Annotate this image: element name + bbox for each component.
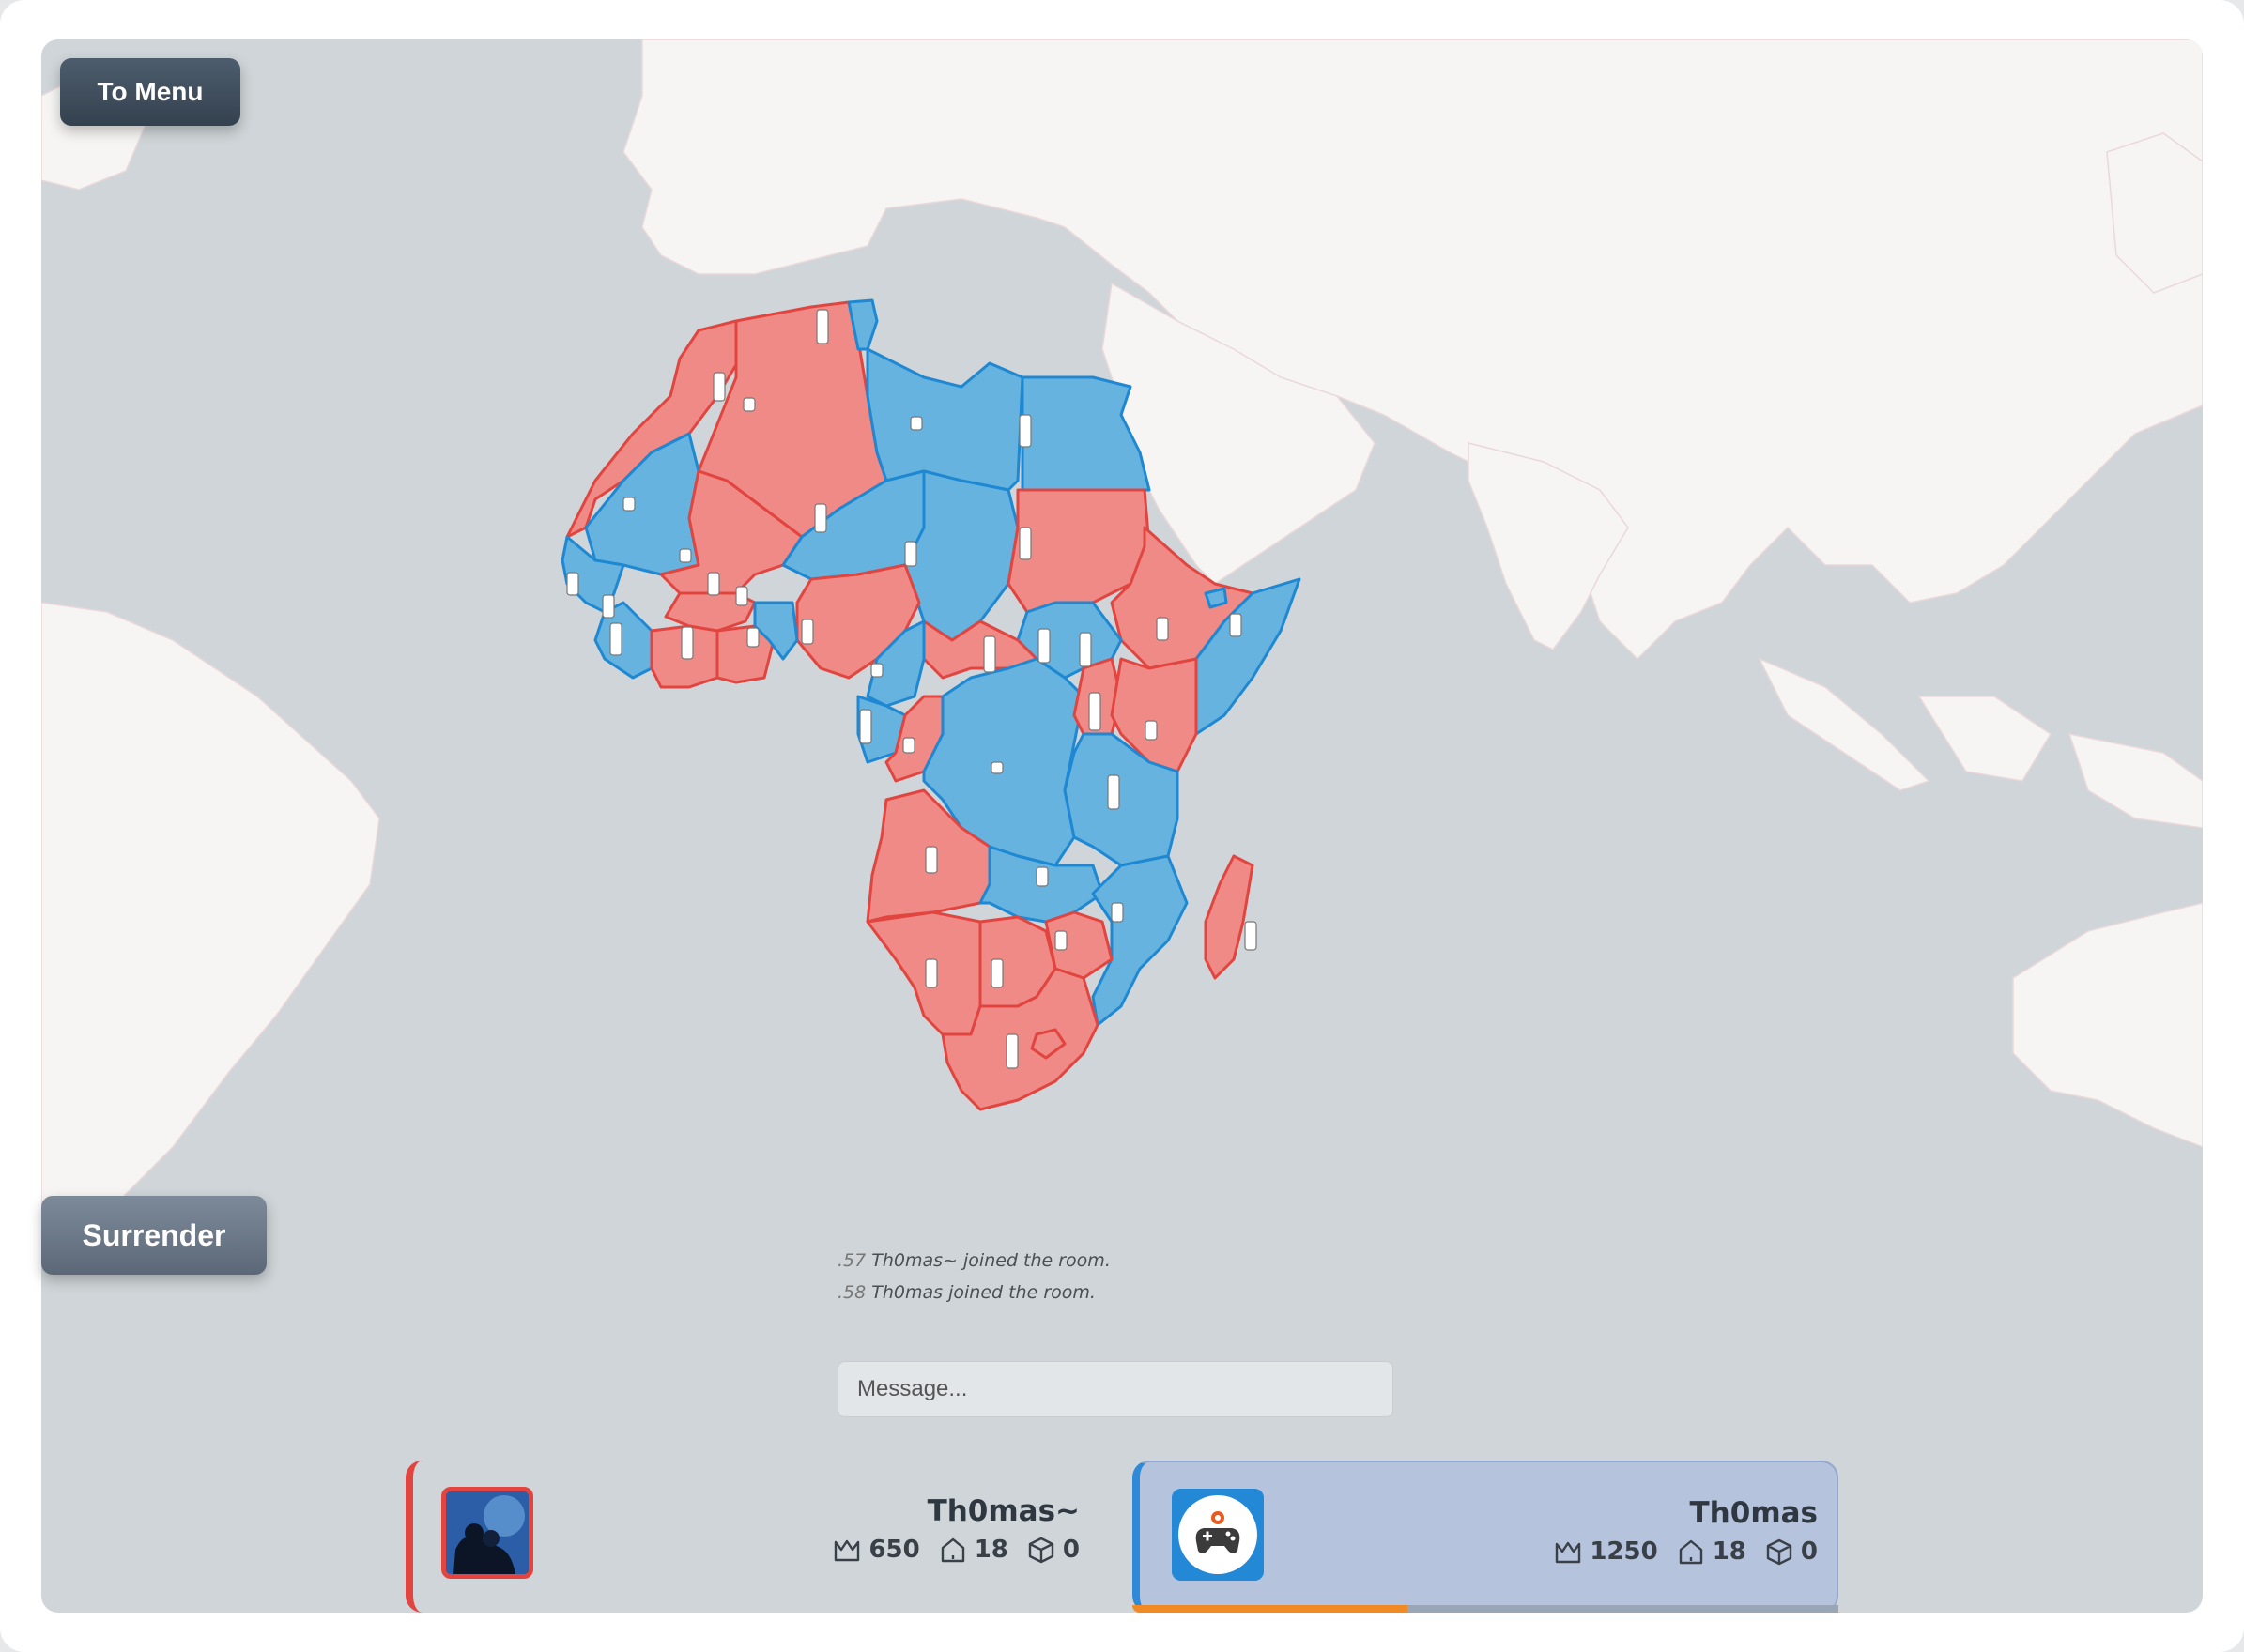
message-input[interactable] — [838, 1361, 1393, 1417]
territories-stat: 18 — [939, 1536, 1008, 1564]
crown-icon — [1556, 1541, 1581, 1564]
dice-value: 0 — [1062, 1536, 1080, 1564]
photo-avatar-icon — [446, 1491, 529, 1574]
house-icon — [1679, 1539, 1702, 1565]
to-menu-button[interactable]: To Menu — [60, 58, 240, 126]
turn-progress-fill — [1132, 1605, 1408, 1613]
player-name: Th0mas~ — [927, 1494, 1080, 1528]
chat-text: Th0mas joined the room. — [871, 1282, 1096, 1303]
cube-icon — [1028, 1537, 1054, 1564]
dice-markers — [566, 309, 1257, 1069]
africa-territories[interactable] — [561, 298, 1301, 1111]
crown-icon — [835, 1539, 860, 1562]
crowns-value: 650 — [868, 1536, 920, 1564]
map-svg — [41, 39, 2203, 1223]
crowns-stat: 650 — [833, 1536, 920, 1564]
avatar — [1172, 1489, 1264, 1581]
house-icon — [941, 1537, 964, 1563]
crowns-stat: 1250 — [1554, 1537, 1658, 1566]
chat-message: .57 Th0mas~ joined the room. — [838, 1245, 1111, 1277]
turn-progress-bar — [1132, 1605, 1838, 1613]
chat-timestamp: .57 — [838, 1250, 867, 1271]
territories-stat: 18 — [1677, 1537, 1746, 1566]
cube-icon — [1766, 1538, 1792, 1566]
gamepad-icon — [1172, 1489, 1264, 1581]
territories-value: 18 — [1712, 1537, 1746, 1566]
background-land — [41, 39, 2203, 1223]
dice-value: 0 — [1800, 1537, 1818, 1566]
player-stats: 1250 18 0 — [1535, 1537, 1818, 1566]
chat-message: .58 Th0mas joined the room. — [838, 1277, 1111, 1308]
surrender-button[interactable]: Surrender — [41, 1196, 267, 1275]
crowns-value: 1250 — [1590, 1537, 1658, 1566]
dice-stat: 0 — [1027, 1536, 1080, 1564]
player-name: Th0mas — [1689, 1496, 1818, 1530]
player-stats: 650 18 0 — [814, 1536, 1080, 1564]
dice-stat: 0 — [1765, 1537, 1818, 1566]
chat-log: .57 Th0mas~ joined the room. .58 Th0mas … — [838, 1245, 1111, 1308]
player-card-opponent: Th0mas~ 650 18 0 — [406, 1461, 1099, 1613]
world-map — [41, 39, 2203, 1613]
chat-text: Th0mas~ joined the room. — [871, 1250, 1111, 1271]
chat-timestamp: .58 — [838, 1282, 867, 1303]
player-card-self: Th0mas 1250 18 0 — [1132, 1461, 1838, 1613]
territories-value: 18 — [974, 1536, 1008, 1564]
avatar — [441, 1487, 533, 1579]
